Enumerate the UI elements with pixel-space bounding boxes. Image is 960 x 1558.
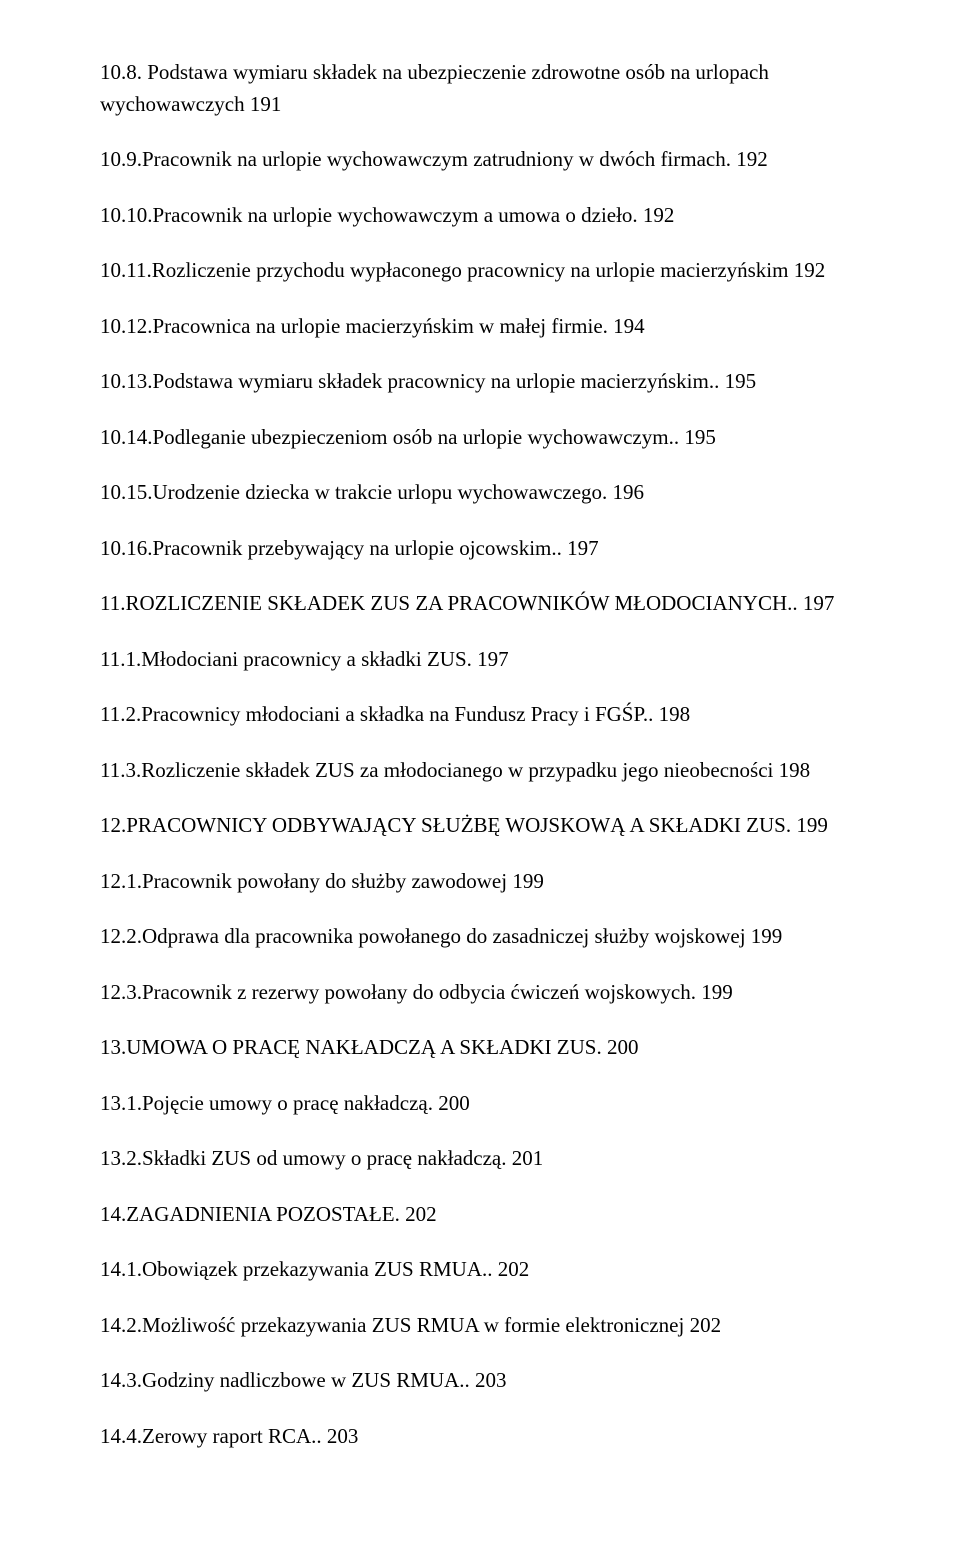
toc-entry: 13.UMOWA O PRACĘ NAKŁADCZĄ A SKŁADKI ZUS… (100, 1032, 860, 1064)
toc-entry: 10.11.Rozliczenie przychodu wypłaconego … (100, 255, 860, 287)
toc-entry: 14.3.Godziny nadliczbowe w ZUS RMUA.. 20… (100, 1365, 860, 1397)
toc-entry: 10.15.Urodzenie dziecka w trakcie urlopu… (100, 477, 860, 509)
toc-entry: 10.8. Podstawa wymiaru składek na ubezpi… (100, 57, 860, 120)
toc-entry: 10.12.Pracownica na urlopie macierzyński… (100, 311, 860, 343)
toc-entry: 14.ZAGADNIENIA POZOSTAŁE. 202 (100, 1199, 860, 1231)
toc-entry: 10.10.Pracownik na urlopie wychowawczym … (100, 200, 860, 232)
toc-entry: 11.1.Młodociani pracownicy a składki ZUS… (100, 644, 860, 676)
toc-entry: 12.PRACOWNICY ODBYWAJĄCY SŁUŻBĘ WOJSKOWĄ… (100, 810, 860, 842)
toc-entry: 11.3.Rozliczenie składek ZUS za młodocia… (100, 755, 860, 787)
toc-entry: 14.1.Obowiązek przekazywania ZUS RMUA.. … (100, 1254, 860, 1286)
toc-entry: 13.1.Pojęcie umowy o pracę nakładczą. 20… (100, 1088, 860, 1120)
toc-entry: 12.1.Pracownik powołany do służby zawodo… (100, 866, 860, 898)
toc-entry: 10.13.Podstawa wymiaru składek pracownic… (100, 366, 860, 398)
toc-entry: 12.3.Pracownik z rezerwy powołany do odb… (100, 977, 860, 1009)
toc-entry: 10.9.Pracownik na urlopie wychowawczym z… (100, 144, 860, 176)
toc-entry: 14.4.Zerowy raport RCA.. 203 (100, 1421, 860, 1453)
toc-entry: 10.16.Pracownik przebywający na urlopie … (100, 533, 860, 565)
toc-entry: 10.14.Podleganie ubezpieczeniom osób na … (100, 422, 860, 454)
toc-entry: 13.2.Składki ZUS od umowy o pracę nakład… (100, 1143, 860, 1175)
document-page: 10.8. Podstawa wymiaru składek na ubezpi… (0, 0, 960, 1558)
toc-entry: 14.2.Możliwość przekazywania ZUS RMUA w … (100, 1310, 860, 1342)
toc-entry: 11.2.Pracownicy młodociani a składka na … (100, 699, 860, 731)
toc-entry: 11.ROZLICZENIE SKŁADEK ZUS ZA PRACOWNIKÓ… (100, 588, 860, 620)
toc-entry: 12.2.Odprawa dla pracownika powołanego d… (100, 921, 860, 953)
